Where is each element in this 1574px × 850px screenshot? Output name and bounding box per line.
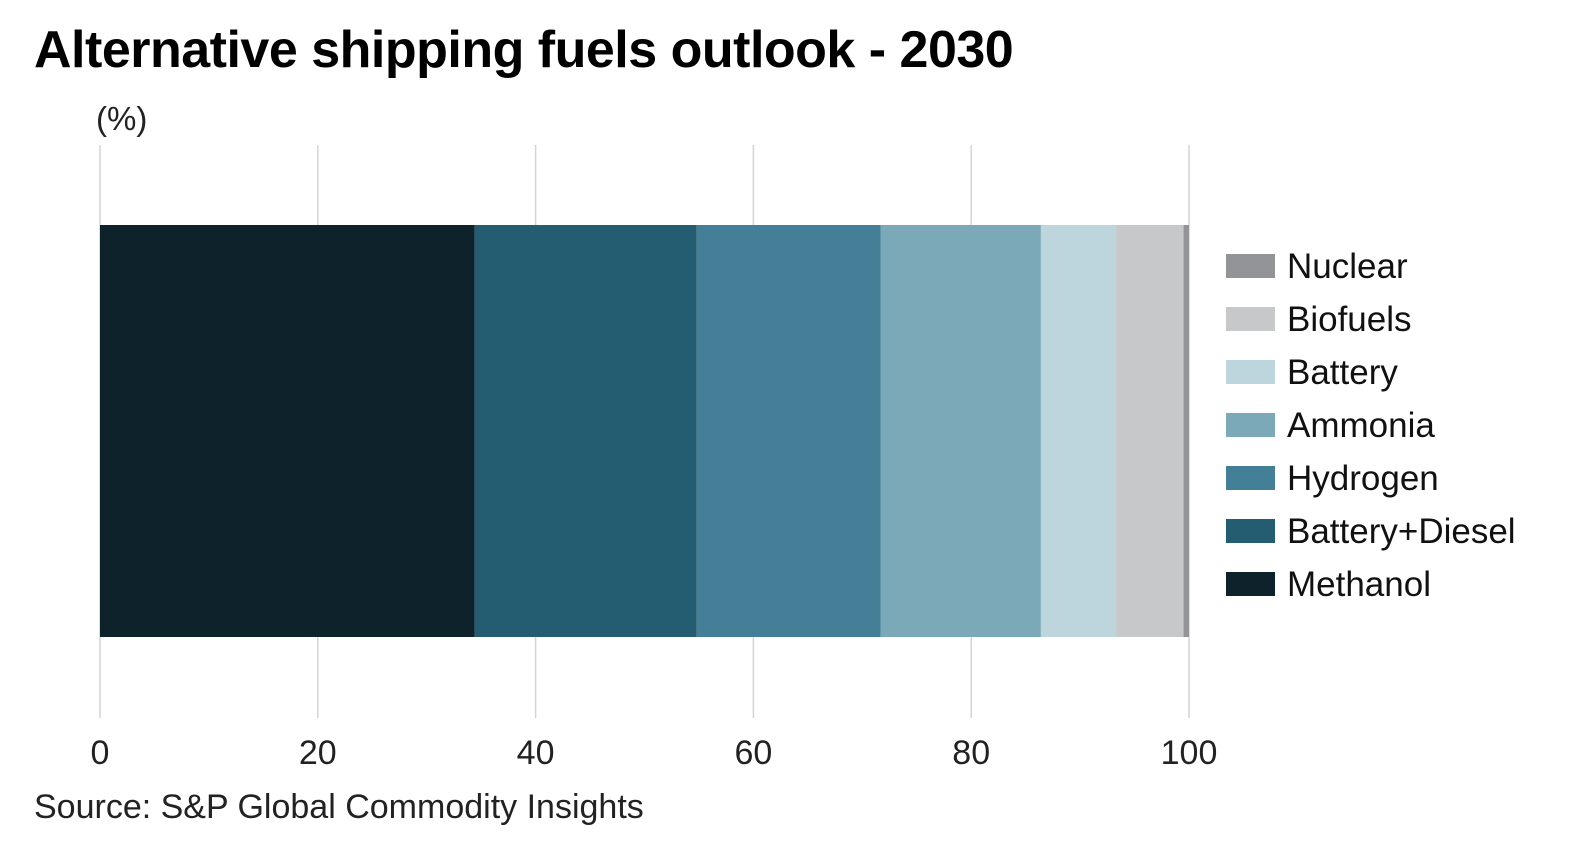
legend-label: Methanol <box>1287 565 1431 604</box>
bar-segment-methanol <box>100 225 475 637</box>
legend-label: Ammonia <box>1287 406 1435 445</box>
source-note: Source: S&P Global Commodity Insights <box>34 788 644 826</box>
legend-swatch <box>1226 466 1275 490</box>
bar-segment-hydrogen <box>696 225 881 637</box>
bar-segment-battery <box>1040 225 1117 637</box>
legend-swatch <box>1226 307 1275 331</box>
legend-label: Battery <box>1287 353 1398 392</box>
legend-label: Biofuels <box>1287 300 1412 339</box>
bar-segment-battery-diesel <box>474 225 697 637</box>
legend-label: Battery+Diesel <box>1287 512 1516 551</box>
x-tick-label: 100 <box>1161 734 1218 772</box>
legend-swatch <box>1226 572 1275 596</box>
legend-swatch <box>1226 254 1275 278</box>
legend-swatch <box>1226 413 1275 437</box>
x-tick-label: 0 <box>91 734 110 772</box>
bar-segment-biofuels <box>1116 225 1184 637</box>
legend-swatch <box>1226 360 1275 384</box>
bar-segment-ammonia <box>880 225 1041 637</box>
x-tick-label: 20 <box>299 734 337 772</box>
legend-label: Nuclear <box>1287 247 1408 286</box>
x-tick-label: 60 <box>734 734 772 772</box>
x-tick-label: 80 <box>952 734 990 772</box>
unit-label: (%) <box>96 100 148 137</box>
legend-label: Hydrogen <box>1287 459 1439 498</box>
chart-title: Alternative shipping fuels outlook - 203… <box>34 21 1014 79</box>
bar-segment-nuclear <box>1183 225 1189 637</box>
x-tick-label: 40 <box>517 734 555 772</box>
legend-swatch <box>1226 519 1275 543</box>
